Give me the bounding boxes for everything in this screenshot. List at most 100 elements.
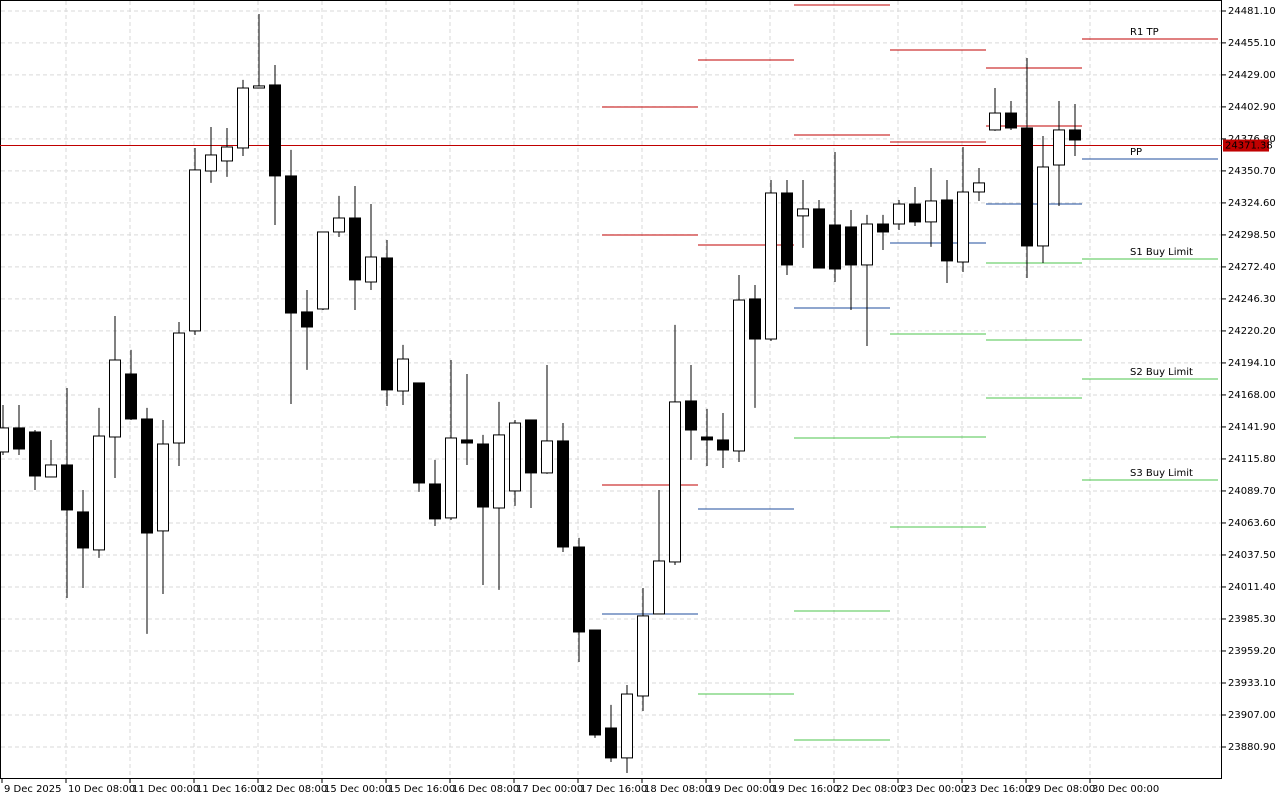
candle-body: [573, 546, 585, 633]
candle-body: [45, 464, 57, 478]
candle-body: [509, 422, 521, 492]
candle-body: [909, 203, 921, 223]
x-tick-label: 15 Dec 00:00: [324, 784, 391, 795]
x-tick-label: 11 Dec 00:00: [132, 784, 199, 795]
y-tick-label: 24037.50: [1228, 550, 1276, 561]
candle-body: [61, 464, 73, 511]
candle-body: [157, 443, 169, 532]
candle-body: [237, 87, 249, 149]
candle-body: [637, 615, 649, 697]
level-label: S2 Buy Limit: [1130, 367, 1193, 378]
candle-body: [285, 175, 297, 314]
candle-body: [749, 298, 761, 340]
y-tick-label: 24324.60: [1228, 198, 1276, 209]
x-tick-label: 29 Dec 08:00: [1028, 784, 1095, 795]
y-tick-label: 24246.30: [1228, 294, 1276, 305]
candle-body: [365, 256, 377, 283]
y-tick-label: 24141.90: [1228, 422, 1276, 433]
x-tick-label: 10 Dec 08:00: [68, 784, 135, 795]
candle-body: [205, 154, 217, 172]
x-tick-label: 16 Dec 08:00: [452, 784, 519, 795]
candle-body: [765, 192, 777, 340]
y-tick-label: 23907.00: [1228, 710, 1276, 721]
y-tick-label: 23933.10: [1228, 678, 1276, 689]
x-tick-label: 22 Dec 08:00: [836, 784, 903, 795]
candle-body: [781, 192, 793, 266]
y-tick-label: 23985.30: [1228, 614, 1276, 625]
candle-body: [221, 146, 233, 162]
y-tick-label: 24350.70: [1228, 166, 1276, 177]
candle-body: [797, 208, 809, 217]
candle-body: [77, 511, 89, 549]
y-tick-label: 24011.40: [1228, 582, 1276, 593]
candle-body: [445, 437, 457, 519]
candle-body: [877, 223, 889, 233]
x-tick-label: 15 Dec 16:00: [388, 784, 455, 795]
candle-body: [29, 431, 41, 477]
y-tick-label: 24115.80: [1228, 454, 1276, 465]
candle-body: [525, 419, 537, 474]
candle-body: [925, 200, 937, 223]
candle-body: [701, 436, 713, 441]
candle-body: [413, 382, 425, 484]
candle-body: [461, 439, 473, 444]
y-tick-label: 24168.00: [1228, 390, 1276, 401]
y-tick-label: 24376.80: [1228, 134, 1276, 145]
plot-frame: [0, 0, 1222, 779]
candle-body: [685, 400, 697, 431]
candle-body: [93, 435, 105, 551]
x-tick-label: 30 Dec 00:00: [1092, 784, 1159, 795]
y-tick-label: 23880.90: [1228, 742, 1276, 753]
candle-body: [1053, 129, 1065, 166]
y-tick-label: 24402.90: [1228, 102, 1276, 113]
y-tick-label: 24272.40: [1228, 262, 1276, 273]
level-label: PP: [1130, 147, 1142, 158]
candle-body: [989, 112, 1001, 131]
candle-body: [605, 727, 617, 759]
candle-body: [669, 401, 681, 563]
candle-body: [973, 182, 985, 193]
x-tick-label: 18 Dec 08:00: [644, 784, 711, 795]
candle-body: [1037, 166, 1049, 247]
current-price-label: 24371.38: [1225, 141, 1273, 152]
candle-body: [269, 84, 281, 177]
candle-body: [621, 693, 633, 759]
candle-body: [301, 311, 313, 328]
candle-body: [1069, 129, 1081, 141]
y-tick-label: 23959.20: [1228, 646, 1276, 657]
candle-body: [1005, 112, 1017, 129]
x-tick-label: 11 Dec 16:00: [196, 784, 263, 795]
x-tick-label: 9 Dec 2025: [4, 784, 62, 795]
candle-body: [653, 560, 665, 615]
candle-body: [557, 440, 569, 548]
candle-body: [253, 85, 265, 89]
candle-body: [813, 208, 825, 269]
x-tick-label: 23 Dec 16:00: [964, 784, 1031, 795]
candle-body: [333, 217, 345, 233]
candle-body: [733, 299, 745, 452]
x-tick-label: 23 Dec 00:00: [900, 784, 967, 795]
candle-body: [189, 169, 201, 332]
candle-body: [493, 434, 505, 509]
candle-body: [589, 629, 601, 736]
current-price-tag: [1223, 139, 1269, 152]
y-tick-label: 24063.60: [1228, 518, 1276, 529]
x-tick-label: 17 Dec 00:00: [516, 784, 583, 795]
y-tick-label: 24298.50: [1228, 230, 1276, 241]
y-tick-label: 24429.00: [1228, 70, 1276, 81]
candle-body: [941, 199, 953, 262]
candle-body: [861, 223, 873, 266]
y-tick-label: 24481.10: [1228, 6, 1276, 17]
candle-body: [829, 224, 841, 270]
y-tick-label: 24455.10: [1228, 38, 1276, 49]
y-tick-label: 24220.20: [1228, 326, 1276, 337]
candle-body: [541, 440, 553, 474]
x-tick-label: 19 Dec 00:00: [708, 784, 775, 795]
y-tick-label: 24089.70: [1228, 486, 1276, 497]
candle-body: [349, 217, 361, 281]
candle-body: [381, 257, 393, 391]
x-tick-label: 19 Dec 16:00: [772, 784, 839, 795]
candle-body: [1021, 127, 1033, 247]
level-label: S3 Buy Limit: [1130, 468, 1193, 479]
